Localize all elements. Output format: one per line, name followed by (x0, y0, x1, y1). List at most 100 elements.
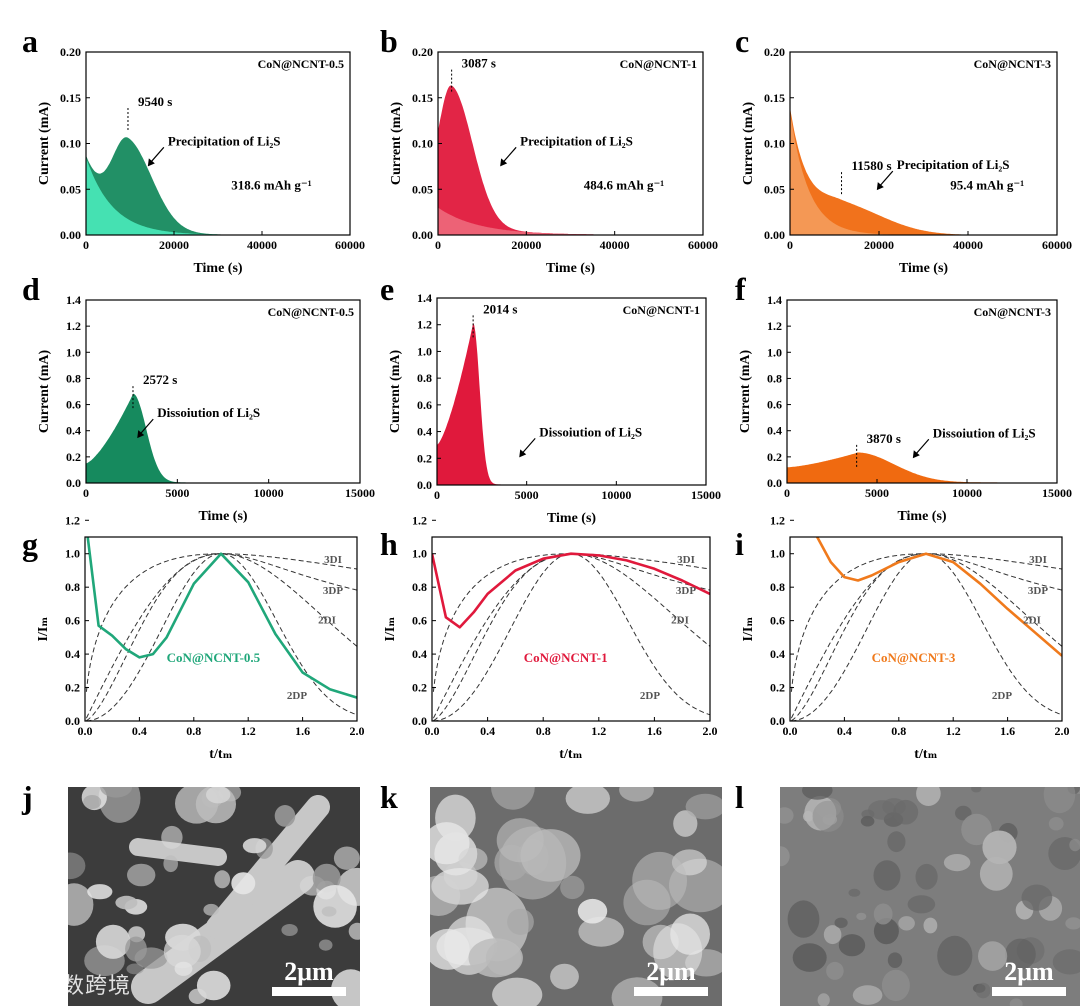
sem-particle (873, 918, 899, 945)
y-axis-label-g: I/Iₘ (36, 617, 51, 642)
x-tick-label-a: 20000 (159, 238, 189, 252)
process-arrowhead-a (147, 158, 155, 167)
scale-bar-label: 2μm (646, 957, 696, 986)
sample-name-b: CoN@NCNT-1 (620, 57, 697, 71)
theory-label-2DP-h: 2DP (640, 690, 660, 702)
sem-particle (550, 963, 579, 990)
sem-particle (856, 912, 867, 921)
sem-particle (887, 952, 903, 968)
theory-curve-2DP-h (433, 553, 710, 721)
x-tick-label-g: 0.0 (78, 724, 93, 738)
process-label-d: Dissoiution of Li₂S (157, 405, 260, 420)
sample-label-h: CoN@NCNT-1 (524, 650, 608, 665)
theory-curve-2DI-h (432, 553, 710, 719)
x-tick-label-c: 0 (787, 238, 793, 252)
y-tick-label-d: 1.4 (66, 293, 81, 307)
sem-particle (274, 805, 296, 827)
sem-particle (971, 787, 982, 793)
sem-particle (196, 970, 231, 1001)
plot-frame-g (84, 536, 358, 722)
process-arrowhead-f (912, 450, 920, 459)
sample-name-e: CoN@NCNT-1 (623, 303, 700, 317)
x-tick-label-c: 60000 (1042, 238, 1072, 252)
plot-frame-d (85, 299, 361, 484)
x-tick-label-g: 1.2 (241, 724, 256, 738)
sem-particle (430, 822, 470, 865)
x-tick-label-h: 1.6 (647, 724, 662, 738)
y-tick-label-c: 0.05 (764, 182, 785, 196)
sem-particle (242, 838, 267, 854)
sem-particle (520, 829, 581, 882)
y-tick-label-a: 0.20 (60, 45, 81, 59)
sample-name-d: CoN@NCNT-0.5 (268, 305, 354, 319)
theory-label-3DI-g: 3DI (324, 554, 342, 566)
sem-particle (955, 805, 972, 821)
sem-particle (318, 939, 333, 951)
panel-letter-b: b (380, 23, 398, 59)
panel-letter-f: f (735, 271, 746, 307)
sem-particle (873, 903, 893, 925)
sem-image-k: 2μm (430, 787, 722, 1006)
x-tick-label-f: 5000 (865, 486, 889, 500)
x-tick-label-c: 20000 (864, 238, 894, 252)
sem-particle (1043, 787, 1076, 814)
x-tick-label-d: 5000 (165, 486, 189, 500)
y-tick-label-f: 1.0 (767, 345, 782, 359)
sem-particle (873, 860, 901, 891)
y-tick-label-d: 0.6 (66, 398, 81, 412)
scale-bar-j: 2μm (272, 958, 346, 996)
sem-particle (87, 884, 113, 900)
sem-particle (898, 916, 915, 931)
sem-particle (923, 917, 938, 934)
theory-label-3DP-h: 3DP (676, 585, 696, 597)
x-tick-label-e: 5000 (515, 488, 539, 502)
sem-particle (673, 810, 698, 837)
x-tick-label-i: 0.0 (783, 724, 798, 738)
x-tick-label-e: 0 (434, 488, 440, 502)
sem-particle (632, 851, 687, 910)
x-tick-label-g: 1.6 (295, 724, 310, 738)
x-tick-label-i: 1.6 (1000, 724, 1015, 738)
y-tick-label-g: 0.6 (65, 614, 80, 628)
sem-particle (861, 809, 875, 819)
sem-particle (961, 813, 992, 846)
x-axis-label-f: Time (s) (897, 509, 946, 524)
sem-particle (125, 936, 147, 962)
y-tick-label-h: 0.4 (412, 647, 427, 661)
scale-bar-line (992, 987, 1066, 996)
scale-bar-k: 2μm (634, 958, 708, 996)
y-tick-label-d: 1.2 (66, 319, 81, 333)
theory-label-3DI-i: 3DI (1029, 554, 1047, 566)
sem-particle (115, 895, 138, 910)
scale-bar-label: 2μm (1004, 957, 1054, 986)
sem-image-l: 2μm (780, 787, 1080, 1006)
process-arrowhead-e (519, 449, 527, 458)
y-tick-label-g: 0.4 (65, 647, 80, 661)
x-tick-label-a: 0 (83, 238, 89, 252)
sem-particle (68, 852, 86, 880)
sem-texture-l (780, 787, 1080, 1006)
y-tick-label-c: 0.10 (764, 137, 785, 151)
sem-particle (685, 793, 722, 820)
y-tick-label-d: 0.0 (66, 476, 81, 490)
sem-particle (916, 787, 941, 806)
peak-area-e (437, 322, 706, 485)
sem-particle (780, 846, 790, 867)
sem-particle (1065, 917, 1080, 930)
scale-bar-line (634, 987, 708, 996)
x-tick-label-f: 10000 (952, 486, 982, 500)
x-tick-label-h: 2.0 (703, 724, 718, 738)
sem-particle (313, 885, 357, 928)
sample-name-c: CoN@NCNT-3 (974, 57, 1051, 71)
x-axis-label-i: t/tₘ (914, 747, 937, 762)
y-tick-label-b: 0.10 (412, 137, 433, 151)
panel-g: 0.0 0.2 0.4 0.6 0.8 1.0 1.2 0.0 0.4 0.8 1.2 1.6 2.0 t… (22, 513, 365, 762)
y-tick-label-h: 1.0 (412, 547, 427, 561)
sample-curve-h (432, 552, 710, 629)
sem-rod (206, 795, 330, 939)
capacity-label-b: 484.6 mAh g⁻¹ (584, 177, 665, 192)
y-axis-label-h: I/Iₘ (383, 617, 398, 642)
sem-particle (978, 941, 1008, 971)
theory-label-3DI-h: 3DI (677, 554, 695, 566)
y-tick-label-c: 0.00 (764, 228, 785, 242)
